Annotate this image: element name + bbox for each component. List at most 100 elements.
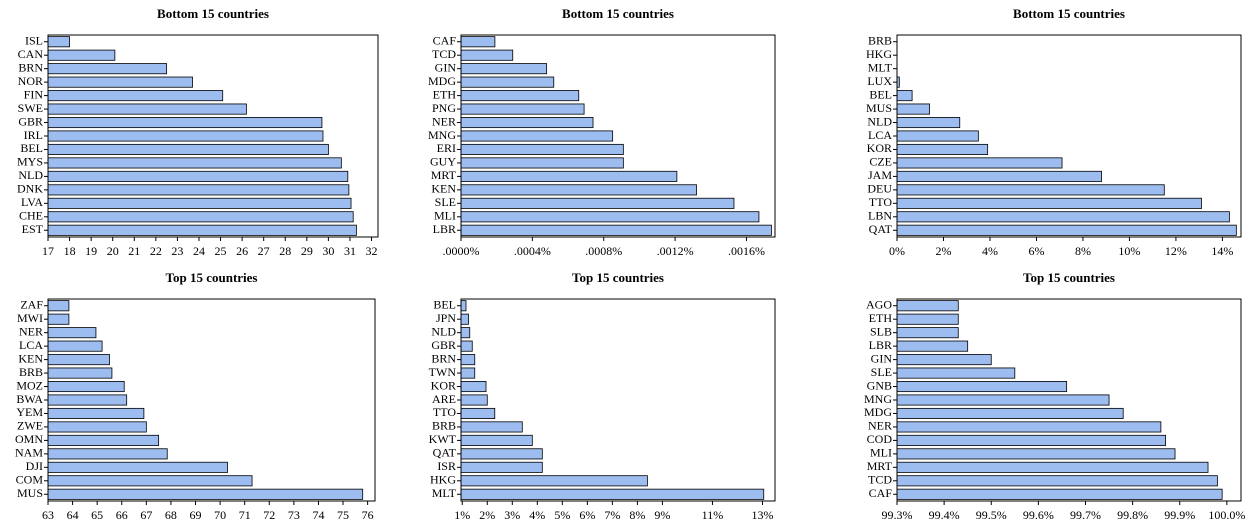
y-tick-label: ZWE: [17, 419, 43, 433]
y-tick-label: TCD: [868, 473, 892, 487]
plot-frame: [896, 34, 1242, 238]
bar: [47, 36, 70, 48]
bar: [896, 224, 1237, 236]
bar: [47, 63, 168, 75]
bar: [460, 211, 760, 223]
x-tick-label: 70: [214, 508, 226, 522]
x-tick-label: 65: [91, 508, 103, 522]
x-tick-label: 19: [85, 244, 97, 258]
bar: [460, 461, 543, 473]
x-tick-label: 12%: [1165, 244, 1187, 258]
x-tick-label: 20: [107, 244, 119, 258]
bar: [460, 488, 765, 500]
y-tick-label: LVA: [21, 195, 43, 209]
bar: [460, 143, 624, 155]
y-tick-label: BEL: [433, 297, 456, 311]
y-tick-label: PNG: [432, 101, 456, 115]
y-tick-label: MUS: [866, 101, 892, 115]
x-tick-label: 4%: [982, 244, 998, 258]
bar: [47, 461, 228, 473]
y-tick-label: LBN: [868, 209, 892, 223]
bar: [460, 49, 514, 61]
x-tick-label: .0016%: [728, 244, 765, 258]
bar: [896, 117, 961, 129]
bar: [47, 313, 70, 325]
bar: [460, 224, 772, 236]
bar: [896, 313, 959, 325]
bar: [896, 367, 1016, 379]
y-tick-label: NER: [868, 419, 892, 433]
y-tick-label: JPN: [436, 311, 456, 325]
bar: [460, 76, 555, 88]
y-tick-label: ERI: [437, 141, 456, 155]
bar: [460, 130, 614, 142]
y-tick-label: GBR: [18, 114, 43, 128]
y-tick-label: SLB: [870, 324, 892, 338]
y-tick-label: GIN: [871, 351, 893, 365]
x-tick-label: 99.4%: [929, 508, 960, 522]
y-tick-label: TTO: [869, 195, 892, 209]
bar: [460, 36, 496, 48]
y-tick-label: COD: [867, 432, 893, 446]
y-tick-label: EST: [22, 222, 44, 236]
y-tick-label: DJI: [26, 459, 43, 473]
y-tick-label: MYS: [17, 155, 43, 169]
y-tick-label: ZAF: [20, 297, 43, 311]
chart-title: Top 15 countries: [572, 270, 664, 285]
y-tick-label: ETH: [869, 311, 893, 325]
y-tick-label: GNB: [867, 378, 892, 392]
x-tick-label: .0008%: [585, 244, 622, 258]
y-tick-label: CAF: [433, 33, 457, 47]
bar: [896, 448, 1176, 460]
y-tick-label: HKG: [866, 47, 892, 61]
bar: [460, 381, 487, 393]
bar: [896, 103, 930, 115]
x-tick-label: 2%: [479, 508, 495, 522]
y-tick-label: BRB: [432, 419, 456, 433]
bar: [896, 130, 979, 142]
y-tick-label: MDG: [864, 405, 892, 419]
y-tick-label: ISR: [437, 459, 456, 473]
bar: [896, 300, 959, 312]
y-tick-label: BRB: [19, 365, 43, 379]
y-tick-label: MOZ: [16, 378, 43, 392]
y-tick-label: NAM: [15, 446, 43, 460]
y-tick-label: GBR: [431, 338, 456, 352]
x-tick-label: 7%: [604, 508, 620, 522]
y-tick-label: SWE: [18, 101, 43, 115]
bar: [460, 327, 471, 339]
y-tick-label: ETH: [433, 87, 457, 101]
x-tick-label: 76: [362, 508, 374, 522]
y-tick-label: SLE: [435, 195, 456, 209]
y-tick-label: MUS: [17, 486, 43, 500]
y-tick-label: YEM: [16, 405, 43, 419]
y-tick-label: NOR: [18, 74, 43, 88]
x-tick-label: 26: [236, 244, 248, 258]
bar: [896, 170, 1102, 182]
bar: [896, 475, 1218, 487]
x-tick-label: 18: [64, 244, 76, 258]
bar: [47, 354, 110, 366]
x-tick-label: 14%: [1211, 244, 1233, 258]
y-tick-label: MDG: [428, 74, 456, 88]
chart-title: Bottom 15 countries: [562, 6, 674, 21]
bar: [47, 327, 97, 339]
y-tick-label: KOR: [431, 378, 456, 392]
bar: [460, 300, 467, 312]
bar: [47, 170, 349, 182]
bar: [896, 394, 1110, 406]
x-tick-label: 67: [140, 508, 152, 522]
y-tick-label: TTO: [433, 405, 456, 419]
plot-frame: [47, 298, 376, 502]
x-tick-label: 99.8%: [1117, 508, 1148, 522]
x-tick-label: 25: [215, 244, 227, 258]
chart-title: Bottom 15 countries: [1013, 6, 1125, 21]
y-tick-label: BRN: [18, 60, 43, 74]
y-tick-label: KOR: [867, 141, 892, 155]
plot-frame: [896, 298, 1242, 502]
y-tick-label: DEU: [867, 182, 892, 196]
y-tick-label: ISL: [25, 33, 43, 47]
bar: [460, 475, 648, 487]
bar: [460, 157, 624, 169]
x-tick-label: 9%: [654, 508, 670, 522]
